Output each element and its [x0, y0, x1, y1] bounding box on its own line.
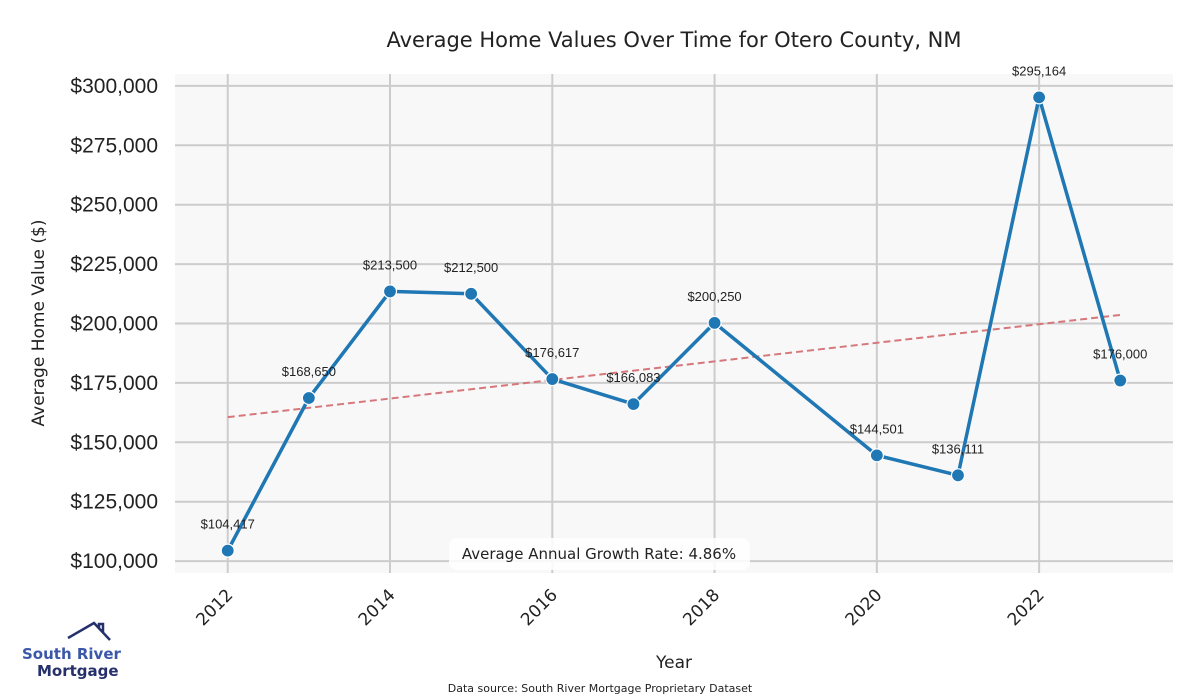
y-tick-label: $200,000 — [70, 313, 158, 336]
data-point — [1113, 373, 1128, 388]
chart-title: Average Home Values Over Time for Otero … — [386, 28, 961, 52]
y-tick-label: $175,000 — [70, 372, 158, 395]
data-point — [464, 286, 479, 301]
logo-text-line1: South River — [22, 645, 122, 663]
data-label: $212,500 — [444, 260, 498, 275]
data-point — [950, 468, 966, 483]
growth-rate-box — [449, 538, 750, 570]
y-tick-label: $150,000 — [70, 431, 158, 454]
x-tick-label: 2020 — [842, 585, 887, 630]
y-tick-label: $250,000 — [70, 194, 158, 217]
y-axis-ticks: $100,000 $125,000 $150,000 $175,000 $200,000… — [70, 75, 158, 573]
data-source-note: Data source: South River Mortgage Propri… — [448, 682, 753, 695]
data-point — [1032, 90, 1047, 105]
trend-line — [227, 313, 1121, 419]
house-roof-icon — [67, 621, 111, 641]
data-label: $176,000 — [1093, 347, 1147, 362]
y-tick-label: $100,000 — [70, 550, 158, 573]
data-label: $104,417 — [201, 517, 255, 532]
data-label: $200,250 — [687, 289, 741, 304]
data-label: $176,617 — [525, 345, 579, 360]
data-point — [220, 543, 235, 558]
data-point — [707, 315, 722, 331]
data-point — [301, 390, 316, 406]
x-axis-label: Year — [655, 653, 692, 673]
x-tick-label: 2012 — [193, 585, 238, 630]
x-tick-label: 2016 — [517, 585, 562, 630]
y-tick-label: $300,000 — [70, 75, 158, 98]
data-label: $136,111 — [932, 441, 984, 456]
data-label: $295,164 — [1012, 63, 1066, 78]
data-label: $166,083 — [606, 370, 660, 385]
data-point — [382, 284, 398, 299]
data-point — [869, 448, 884, 463]
y-tick-label: $225,000 — [70, 253, 158, 276]
growth-rate-annotation: Average Annual Growth Rate: 4.86% — [462, 545, 736, 563]
data-label: $144,501 — [850, 421, 904, 436]
south-river-mortgage-logo: South River Mortgage — [22, 621, 122, 680]
logo-text-line2: Mortgage — [37, 662, 119, 680]
y-axis-label: Average Home Value ($) — [29, 220, 49, 427]
x-tick-label: 2014 — [355, 585, 400, 630]
y-tick-label: $275,000 — [70, 134, 158, 157]
x-tick-label: 2022 — [1004, 585, 1049, 630]
data-labels: $104,417 $168,650 $213,500 $212,500 $176,617… — [201, 63, 1148, 531]
data-points — [220, 90, 1128, 558]
data-point — [545, 371, 560, 387]
y-tick-label: $125,000 — [70, 491, 158, 514]
data-label: $213,500 — [363, 257, 417, 272]
x-tick-label: 2018 — [679, 585, 724, 630]
data-point — [626, 396, 641, 412]
x-axis-ticks: 2012 2014 2016 2018 2020 2022 — [193, 585, 1049, 630]
data-label: $168,650 — [282, 364, 336, 379]
